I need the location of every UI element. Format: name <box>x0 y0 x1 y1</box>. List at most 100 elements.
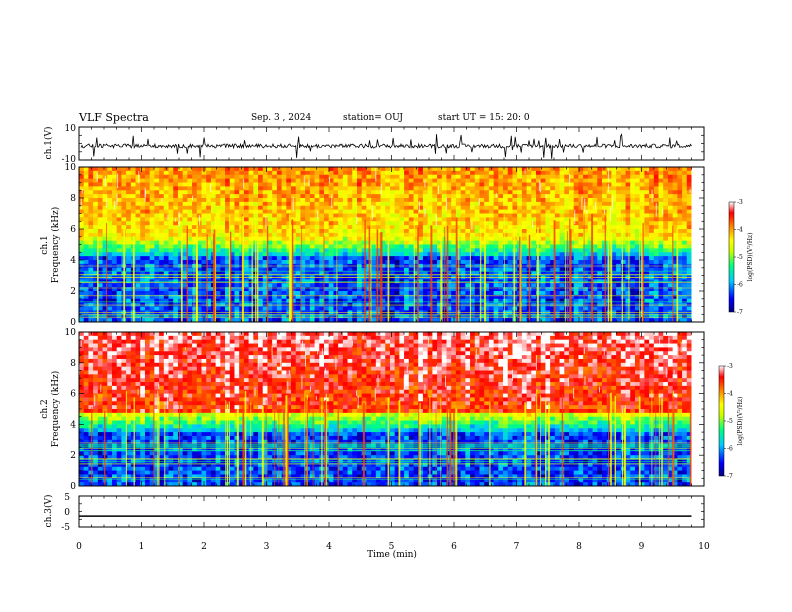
spectrogram-cell <box>470 205 476 211</box>
spectrogram-cell <box>550 283 556 288</box>
spectrogram-cell <box>554 287 560 292</box>
spectrogram-cell <box>177 252 184 257</box>
spectrogram-cell <box>248 186 254 191</box>
spectrogram-cell <box>526 205 532 211</box>
spectrogram-cell <box>356 294 363 300</box>
spectrogram-cell <box>597 186 603 191</box>
spectrogram-cell <box>507 236 513 242</box>
spectrogram-cell <box>573 267 579 273</box>
spectrogram-cell <box>272 182 278 187</box>
spectrogram-cell <box>314 167 320 172</box>
spectrogram-cell <box>573 271 579 276</box>
spectrogram-cell <box>173 190 179 195</box>
spectrogram-cell <box>262 318 268 322</box>
spectrogram-cell <box>649 236 655 242</box>
spectrogram-cell <box>140 178 146 183</box>
spectrogram-cell <box>583 267 589 273</box>
spectrogram-cell <box>371 213 377 218</box>
spectrogram-cell <box>144 260 151 265</box>
spectrogram-cell <box>140 318 146 322</box>
spectrogram-cell <box>258 167 264 172</box>
spectrogram-cell <box>455 209 462 214</box>
spectrogram-cell <box>498 194 504 199</box>
spectrogram-cell <box>540 275 546 280</box>
spectrogram-cell <box>187 190 193 195</box>
spectrogram-cell <box>182 182 188 187</box>
spectrogram-cell <box>592 248 598 253</box>
spectrogram-cell <box>154 174 160 180</box>
spectrogram-cell <box>187 318 193 322</box>
spectrogram-cell <box>291 267 297 273</box>
spectrogram-cell <box>210 194 217 199</box>
spectrogram-cell <box>531 225 537 230</box>
spectrogram-cell <box>196 318 202 322</box>
spectrogram-cell <box>620 236 626 242</box>
spectrogram-cell <box>380 170 386 176</box>
spectrogram-cell <box>182 318 188 322</box>
spectrogram-cell <box>554 201 560 207</box>
spectrogram-cell <box>371 240 377 245</box>
spectrogram-cell <box>564 252 570 257</box>
spectrogram-cell <box>545 174 551 180</box>
spectrogram-cell <box>536 225 542 230</box>
spectrogram-cell <box>324 209 330 214</box>
spectrogram-cell <box>215 232 221 238</box>
spectrogram-cell <box>531 167 537 172</box>
spectrogram-cell <box>587 260 593 265</box>
spectrogram-cell <box>126 248 132 253</box>
spectrogram-cell <box>616 167 622 172</box>
spectrogram-cell <box>413 205 419 211</box>
spectrogram-cell <box>507 302 513 307</box>
spectrogram-cell <box>470 178 476 183</box>
spectrogram-cell <box>554 252 560 257</box>
spectrogram-cell <box>177 302 184 307</box>
spectrogram-cell <box>649 201 655 207</box>
spectrogram-cell <box>611 167 617 172</box>
spectrogram-cell <box>220 318 226 322</box>
spectrogram-cell <box>611 198 617 203</box>
spectrogram-cell <box>432 318 438 322</box>
spectrogram-cell <box>545 248 551 253</box>
spectrogram-cell <box>554 294 560 300</box>
spectrogram-cell <box>611 186 617 191</box>
spectrogram-cell <box>173 198 179 203</box>
spectrogram-cell <box>225 221 231 226</box>
spectrogram-cell <box>578 248 584 253</box>
spectrogram-cell <box>88 190 94 195</box>
spectrogram-cell <box>578 260 584 265</box>
spectrogram-cell <box>314 314 320 319</box>
spectrogram-cell <box>149 318 155 322</box>
spectrogram-cell <box>300 314 306 319</box>
spectrogram-cell <box>319 201 325 207</box>
spectrogram-cell <box>446 170 452 176</box>
spectrogram-cell <box>550 194 556 199</box>
spectrogram-cell <box>291 213 297 218</box>
spectrogram-cell <box>229 205 235 211</box>
spectrogram-cell <box>583 217 589 222</box>
spectrogram-cell <box>116 232 122 238</box>
spectrogram-cell <box>163 291 169 296</box>
spectrogram-cell <box>616 240 622 245</box>
spectrogram-cell <box>517 225 523 230</box>
spectrogram-cell <box>451 271 457 276</box>
spectrogram-cell <box>267 229 273 234</box>
spectrogram-cell <box>267 267 273 273</box>
spectrogram-cell <box>389 248 396 253</box>
spectrogram-cell <box>291 240 297 245</box>
spectrogram-cell <box>173 209 179 214</box>
spectrogram-cell <box>309 194 315 199</box>
spectrogram-cell <box>413 267 419 273</box>
spectrogram-cell <box>437 229 443 234</box>
spectrogram-cell <box>460 306 466 311</box>
spectrogram-cell <box>163 213 169 218</box>
spectrogram-cell <box>135 178 141 183</box>
spectrogram-cell <box>220 167 226 172</box>
spectrogram-cell <box>220 236 226 242</box>
spectrogram-cell <box>305 287 311 292</box>
spectrogram-cell <box>422 221 429 226</box>
spectrogram-cell <box>210 167 217 172</box>
spectrogram-cell <box>361 236 367 242</box>
spectrogram-cell <box>540 198 546 203</box>
spectrogram-cell <box>159 186 165 191</box>
spectrogram-cell <box>135 232 141 238</box>
